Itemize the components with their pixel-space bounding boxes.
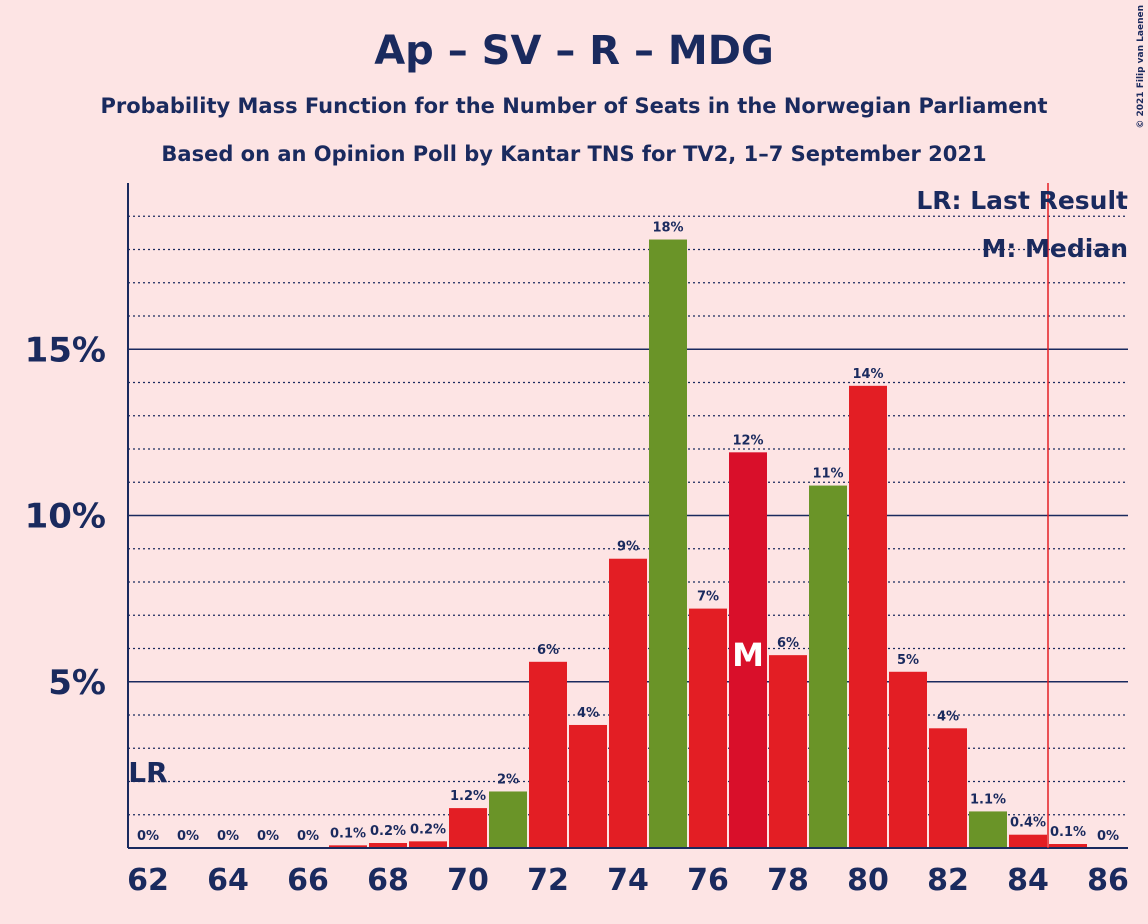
data-label: 9% <box>617 540 639 555</box>
data-label: 0.1% <box>1050 825 1086 840</box>
x-tick-label: 80 <box>847 863 889 898</box>
y-tick-label: 10% <box>25 497 106 537</box>
data-label: 4% <box>937 709 959 724</box>
data-label: 1.1% <box>970 792 1006 807</box>
data-label: 18% <box>652 221 683 236</box>
bar <box>969 811 1007 848</box>
bar <box>329 845 367 848</box>
chart-title: Ap – SV – R – MDG <box>374 28 774 74</box>
bar <box>849 385 887 848</box>
data-label: 0.2% <box>410 822 446 837</box>
y-tick-label: 15% <box>25 330 106 370</box>
bar <box>369 843 407 848</box>
bar <box>929 728 967 848</box>
data-label: 6% <box>537 643 559 658</box>
data-label: 14% <box>852 367 883 382</box>
data-label: 0% <box>217 829 239 844</box>
bar <box>649 239 687 848</box>
bar <box>609 558 647 848</box>
data-label: 6% <box>777 636 799 651</box>
x-tick-label: 78 <box>767 863 809 898</box>
data-label: 2% <box>497 772 519 787</box>
x-tick-label: 76 <box>687 863 729 898</box>
median-marker: M <box>732 636 764 674</box>
x-tick-label: 86 <box>1087 863 1129 898</box>
bar <box>809 485 847 848</box>
x-tick-label: 84 <box>1007 863 1049 898</box>
data-label: 0% <box>297 829 319 844</box>
bar <box>569 724 607 848</box>
last-result-marker: LR <box>128 756 167 789</box>
legend-entry: LR: Last Result <box>916 186 1128 215</box>
chart-subtitle: Probability Mass Function for the Number… <box>100 94 1047 118</box>
x-tick-label: 66 <box>287 863 329 898</box>
bar <box>689 608 727 848</box>
x-tick-label: 74 <box>607 863 649 898</box>
bar <box>1009 834 1047 848</box>
bar <box>769 655 807 848</box>
copyright: © 2021 Filip van Laenen <box>1136 5 1146 129</box>
bar <box>1049 844 1087 848</box>
x-tick-label: 82 <box>927 863 969 898</box>
x-tick-label: 62 <box>127 863 169 898</box>
data-label: 0.1% <box>330 826 366 841</box>
data-label: 11% <box>812 467 843 482</box>
bar <box>729 452 767 848</box>
data-label: 12% <box>732 433 763 448</box>
bar <box>529 661 567 848</box>
x-tick-label: 68 <box>367 863 409 898</box>
bar <box>449 808 487 848</box>
data-label: 0.2% <box>370 824 406 839</box>
y-tick-label: 5% <box>48 663 106 703</box>
data-label: 0% <box>1097 829 1119 844</box>
bar <box>889 671 927 848</box>
x-tick-label: 72 <box>527 863 569 898</box>
data-label: 1.2% <box>450 789 486 804</box>
data-label: 0% <box>257 829 279 844</box>
bar <box>409 841 447 848</box>
bar <box>489 791 527 848</box>
data-label: 0% <box>177 829 199 844</box>
data-label: 7% <box>697 590 719 605</box>
chart-caption: Based on an Opinion Poll by Kantar TNS f… <box>161 142 986 166</box>
legend-entry: M: Median <box>981 234 1128 263</box>
x-tick-label: 64 <box>207 863 249 898</box>
data-label: 0% <box>137 829 159 844</box>
data-label: 4% <box>577 706 599 721</box>
data-label: 5% <box>897 653 919 668</box>
data-label: 0.4% <box>1010 816 1046 831</box>
x-tick-label: 70 <box>447 863 489 898</box>
